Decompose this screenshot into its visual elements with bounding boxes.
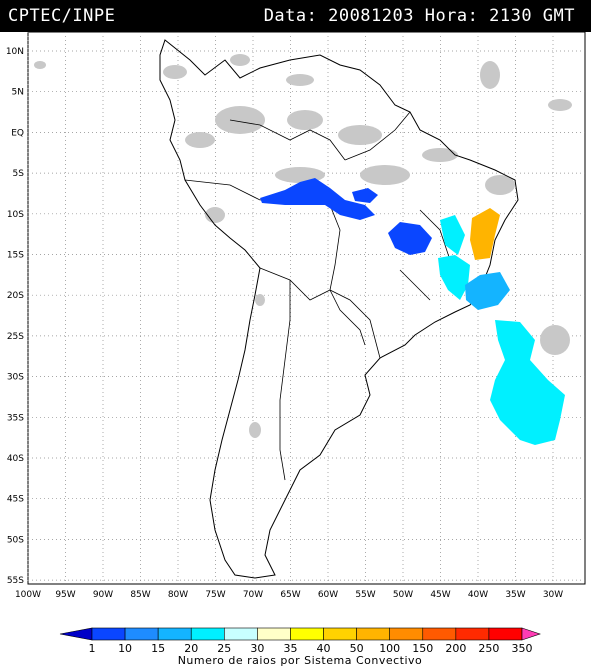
legend-swatch (488, 627, 523, 641)
datetime-label: Data: 20081203 Hora: 2130 GMT (263, 6, 575, 26)
graticule (27, 32, 585, 584)
legend-swatch (91, 627, 126, 641)
legend-swatch (455, 627, 490, 641)
lat-label: 25S (7, 332, 24, 342)
system-bahia-cyan (440, 215, 465, 255)
legend-value: 250 (478, 642, 499, 655)
longitude-labels: 100W 95W 90W 85W 80W 75W 70W 65W 60W 55W 50W 45W 40W… (15, 590, 563, 600)
lon-label: 85W (130, 590, 150, 600)
gray-cloud-patches (34, 54, 572, 438)
legend-swatch (521, 627, 541, 641)
lon-label: 70W (243, 590, 263, 600)
legend-value: 40 (317, 642, 331, 655)
legend-swatch (59, 627, 93, 641)
lon-label: 40W (468, 590, 488, 600)
lon-label: 75W (205, 590, 225, 600)
lat-label: 5N (12, 88, 24, 98)
legend-swatch (323, 627, 357, 641)
legend-swatch (389, 627, 424, 641)
legend-value: 350 (512, 642, 533, 655)
system-south-atlantic (490, 320, 565, 445)
lat-label: 45S (7, 495, 24, 505)
legend-swatch (257, 627, 291, 641)
system-southeast-offshore (465, 272, 510, 310)
legend-caption: Numero de raios por Sistema Convectivo (177, 654, 423, 667)
legend-value-labels: 1 10 15 20 25 30 35 40 50 100 150 200 250 350 (89, 642, 533, 655)
convective-systems (260, 178, 565, 445)
legend-swatch (290, 627, 324, 641)
lon-label: 55W (355, 590, 375, 600)
legend-value: 50 (350, 642, 364, 655)
lon-label: 95W (55, 590, 75, 600)
legend-value: 30 (250, 642, 264, 655)
lon-label: 100W (15, 590, 41, 600)
legend-swatch (224, 627, 258, 641)
source-label: CPTEC/INPE (8, 6, 116, 26)
lat-label: 55S (7, 576, 24, 586)
lat-label: 5S (13, 169, 25, 179)
system-central-cell (388, 222, 432, 255)
lat-label: 30S (7, 373, 24, 383)
latitude-labels: 10N 5N EQ 5S 10S 15S 20S 25S 30S 35S 40S 45S 50S 55S (6, 47, 24, 586)
legend-value: 1 (89, 642, 96, 655)
lat-label: EQ (11, 128, 24, 138)
lat-label: 35S (7, 413, 24, 423)
lon-label: 90W (93, 590, 113, 600)
lon-label: 60W (318, 590, 338, 600)
lon-label: 45W (430, 590, 450, 600)
lat-label: 20S (7, 291, 24, 301)
system-amazon-band (260, 178, 375, 220)
lon-label: 30W (543, 590, 563, 600)
legend-value: 25 (217, 642, 231, 655)
continent-outline (159, 39, 519, 579)
legend-value: 100 (379, 642, 400, 655)
lon-label: 50W (393, 590, 413, 600)
legend-swatch (422, 627, 457, 641)
system-bahia-coast (470, 208, 500, 260)
color-legend (59, 627, 541, 641)
legend-value: 10 (118, 642, 132, 655)
legend-swatch (190, 627, 225, 641)
lat-label: 10S (7, 210, 24, 220)
legend-value: 20 (184, 642, 198, 655)
lat-label: 15S (7, 251, 24, 261)
lat-label: 50S (7, 535, 24, 545)
lon-label: 80W (168, 590, 188, 600)
legend-swatch (356, 627, 390, 641)
system-amazon-small (352, 188, 378, 203)
lon-label: 65W (280, 590, 300, 600)
legend-swatch (157, 627, 192, 641)
lon-label: 35W (505, 590, 525, 600)
lat-label: 10N (6, 47, 24, 57)
lat-label: 40S (7, 454, 24, 464)
system-minas-cyan (438, 255, 470, 300)
legend-value: 200 (445, 642, 466, 655)
legend-value: 35 (283, 642, 297, 655)
title-bar: CPTEC/INPE Data: 20081203 Hora: 2130 GMT (0, 0, 591, 32)
legend-value: 150 (412, 642, 433, 655)
legend-swatch (124, 627, 159, 641)
legend-value: 15 (151, 642, 165, 655)
